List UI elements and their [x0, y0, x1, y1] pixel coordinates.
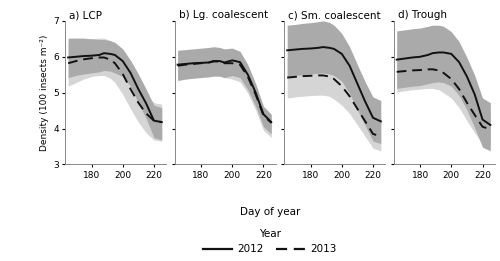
Text: a) LCP: a) LCP	[69, 10, 102, 20]
Text: d) Trough: d) Trough	[398, 10, 446, 20]
Text: Day of year: Day of year	[240, 207, 300, 217]
Text: c) Sm. coalescent: c) Sm. coalescent	[288, 10, 380, 20]
Text: b) Lg. coalescent: b) Lg. coalescent	[178, 10, 268, 20]
Y-axis label: Density (100 insects m⁻²): Density (100 insects m⁻²)	[40, 34, 49, 151]
Legend: 2012, 2013: 2012, 2013	[199, 225, 341, 258]
